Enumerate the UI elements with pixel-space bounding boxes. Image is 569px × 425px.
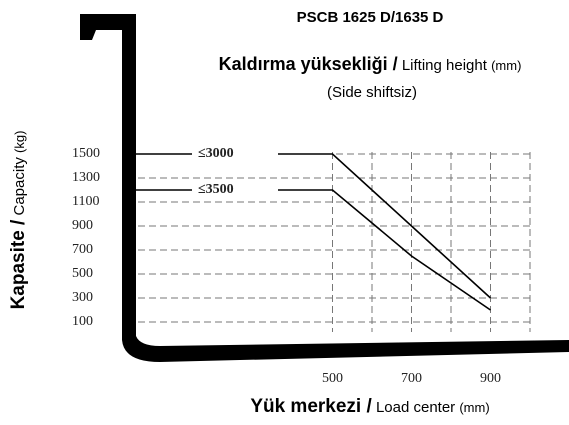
chart: PSCB 1625 D/1635 D Kaldırma yüksekliği /…: [0, 0, 569, 425]
y-tick-label: 900: [72, 218, 93, 233]
series-label: ≤3500: [198, 182, 234, 197]
x-tick-label: 700: [401, 371, 422, 386]
x-tick-label: 500: [322, 371, 343, 386]
series-label: ≤3000: [198, 146, 234, 161]
y-tick-label: 700: [72, 242, 93, 257]
y-label-unit: (kg): [12, 131, 27, 153]
y-tick-label: 100: [72, 314, 93, 329]
subtitle-unit: (mm): [491, 58, 521, 73]
y-tick-label: 1500: [72, 146, 100, 161]
subtitle-bold: Kaldırma yüksekliği /: [219, 54, 398, 74]
subtitle-text: Lifting height: [402, 57, 488, 74]
y-tick-label: 300: [72, 290, 93, 305]
x-label-text: Load center: [376, 399, 455, 416]
y-label-bold: Kapasite /: [8, 219, 29, 309]
y-tick-label: 1100: [72, 194, 99, 209]
y-label-text: Capacity: [11, 157, 28, 216]
y-axis-label: Kapasite / Capacity (kg): [8, 131, 29, 310]
y-tick-label: 500: [72, 266, 93, 281]
y-tick-label: 1300: [72, 170, 100, 185]
x-label-unit: (mm): [459, 400, 489, 415]
x-axis-label: Yük merkezi / Load center (mm): [250, 396, 489, 417]
x-tick-label: 900: [480, 371, 501, 386]
chart-title: PSCB 1625 D/1635 D: [297, 9, 444, 26]
x-label-bold: Yük merkezi /: [250, 396, 372, 417]
note: (Side shiftsiz): [327, 84, 417, 101]
subtitle: Kaldırma yüksekliği / Lifting height (mm…: [219, 54, 522, 74]
